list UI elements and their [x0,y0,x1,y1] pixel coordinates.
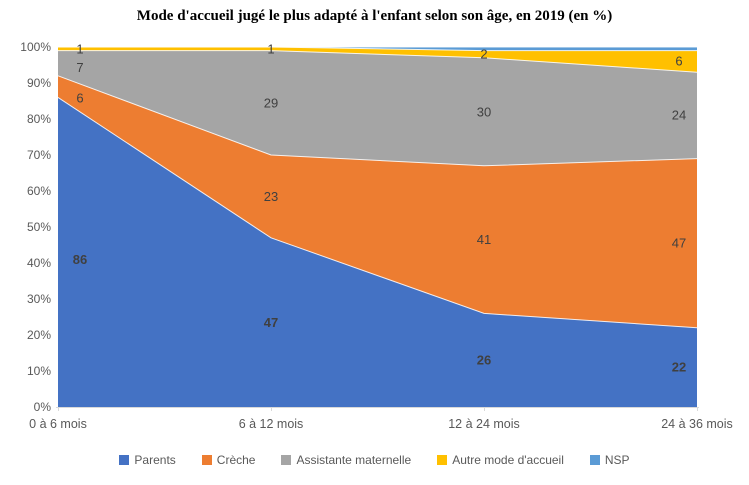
series-boundary [57,75,698,167]
y-axis-label: 50% [27,220,51,234]
data-label: 47 [264,315,278,330]
data-label: 1 [76,41,83,56]
legend-item-parents: Parents [119,453,176,467]
data-label: 26 [477,353,491,368]
legend-swatch-icon [281,455,292,465]
x-axis-label: 24 à 36 mois [661,417,733,431]
data-label: 29 [264,95,278,110]
y-axis-label: 90% [27,76,51,90]
legend-label: Assistante maternelle [296,453,412,467]
data-label: 6 [76,90,83,105]
y-axis-label: 70% [27,148,51,162]
area-series-autre-mode-d-accueil [58,47,697,73]
area-series-cr-che [58,75,697,328]
legend-item-assistante-maternelle: Assistante maternelle [281,453,411,467]
y-axis-label: 40% [27,256,51,270]
area-series-assistante-maternelle [58,50,697,166]
data-label: 30 [477,104,491,119]
legend-swatch-icon [437,455,448,465]
legend-label: NSP [604,453,630,467]
y-axis-label: 20% [27,328,51,342]
y-axis-label: 80% [27,112,51,126]
legend: Parents Crèche Assistante maternelle Autre … [0,453,749,467]
plot-area: 0% 10% 20% 30% 40% 50% 60% 70% 80% 90% 100% 0 à 6 m… [20,40,733,431]
legend-item-cr-che: Crèche [201,453,256,467]
legend-label: Crèche [216,453,256,467]
x-axis-label: 6 à 12 mois [239,417,304,431]
legend-item-nsp: NSP [589,453,630,467]
legend-swatch-icon [589,455,600,465]
y-axis-label: 100% [20,40,51,54]
y-axis-label: 10% [27,364,51,378]
legend-label: Autre mode d'accueil [452,453,564,467]
series-boundary [58,50,698,73]
legend-label: Parents [134,453,176,467]
legend-swatch-icon [201,455,212,465]
data-label: 47 [672,235,686,250]
legend-swatch-icon [119,455,130,465]
series-boundary [57,96,698,329]
x-axis-label: 12 à 24 mois [448,417,520,431]
data-label: 23 [264,189,278,204]
y-axis-label: 60% [27,184,51,198]
data-label: 22 [672,359,686,374]
x-axis-label: 0 à 6 mois [29,417,87,431]
data-label: 86 [73,252,87,267]
y-axis-label: 0% [34,400,52,414]
area-series-parents [58,97,697,408]
chart-title: Mode d'accueil jugé le plus adapté à l'e… [136,8,613,24]
data-label: 6 [675,53,682,68]
data-label: 24 [672,108,686,123]
data-label: 1 [267,41,274,56]
legend-item-autre-mode-d-accueil: Autre mode d'accueil [437,453,564,467]
data-label: 2 [480,47,487,62]
data-label: 41 [477,232,491,247]
y-axis-label: 30% [27,292,51,306]
data-label: 7 [76,60,83,75]
